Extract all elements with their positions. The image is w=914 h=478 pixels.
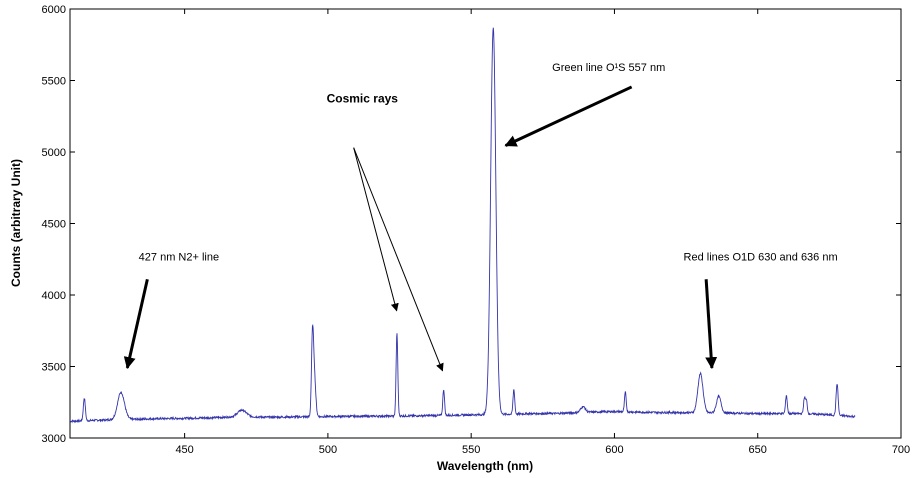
annotation-arrow [123,278,149,370]
y-tick-label: 3000 [42,433,66,445]
x-tick-label: 450 [175,444,193,456]
y-tick-label: 4000 [42,290,66,302]
annotation-arrow [704,279,718,370]
annotation-arrow [353,147,399,312]
annotation-arrow [353,147,444,372]
x-tick-label: 600 [605,444,623,456]
annotation-label: Red lines O1D 630 and 636 nm [684,252,838,264]
x-tick-label: 550 [462,444,480,456]
annotations: Green line O¹S 557 nm Cosmic rays 427 nm N… [123,62,838,372]
x-tick-label: 700 [892,444,910,456]
y-tick-label: 6000 [42,4,66,16]
y-tick-label: 4500 [42,219,66,231]
axes: 450 500 550 600 650 700 3000 3500 4000 4500 5000 55… [42,4,911,456]
plot-frame [69,8,902,439]
y-tick-label: 3500 [42,362,66,374]
annotation-label: Cosmic rays [327,92,399,106]
series-layer [69,27,856,424]
x-tick-label: 650 [749,444,767,456]
annotation-label: Green line O¹S 557 nm [552,62,665,74]
annotation-arrow [504,85,633,147]
y-axis-title: Counts (arbitrary Unit) [9,159,23,287]
x-axis-title: Wavelength (nm) [437,459,533,473]
annotation-label: 427 nm N2+ line [139,252,219,264]
spectrum-line [69,27,856,424]
x-tick-label: 500 [319,444,337,456]
y-tick-label: 5500 [42,76,66,88]
y-tick-label: 5000 [42,147,66,159]
